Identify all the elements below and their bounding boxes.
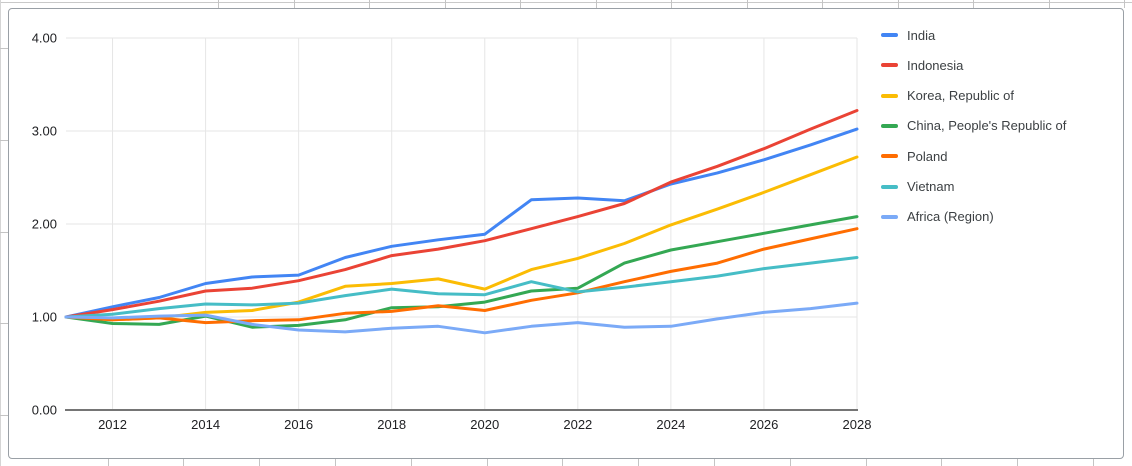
x-axis-tick-label: 2028 xyxy=(843,417,872,432)
legend-item-poland: Poland xyxy=(881,146,947,166)
sheet-tick xyxy=(789,458,791,466)
legend-label-vietnam: Vietnam xyxy=(907,179,955,194)
x-axis-tick-label: 2024 xyxy=(656,417,685,432)
legend-item-indonesia: Indonesia xyxy=(881,55,963,75)
chart-frame[interactable] xyxy=(8,8,1124,459)
legend-swatch-poland xyxy=(881,154,898,159)
y-axis-tick-label: 1.00 xyxy=(32,310,57,325)
sheet-tick xyxy=(973,0,974,8)
sheet-tick xyxy=(520,0,521,8)
y-axis-tick-label: 4.00 xyxy=(32,31,57,46)
legend-swatch-china-people-s-republic-of xyxy=(881,123,898,128)
sheet-tick xyxy=(293,0,295,8)
sheet-tick xyxy=(0,415,8,417)
series-line-china-people-s-republic-of xyxy=(64,215,859,329)
sheet-tick xyxy=(897,0,899,8)
legend-item-korea-republic-of: Korea, Republic of xyxy=(881,86,1014,106)
x-axis-tick-label: 2022 xyxy=(563,417,592,432)
sheet-tick xyxy=(595,0,597,8)
sheet-tick xyxy=(562,458,564,466)
series-line-vietnam xyxy=(64,256,859,319)
sheet-tick xyxy=(259,458,261,466)
y-axis-tick-label: 2.00 xyxy=(32,217,57,232)
x-axis-tick-label: 2020 xyxy=(470,417,499,432)
x-axis-tick-label: 2014 xyxy=(191,417,220,432)
legend-label-korea-republic-of: Korea, Republic of xyxy=(907,88,1014,104)
sheet-column-gridline xyxy=(0,0,1,466)
legend-swatch-indonesia xyxy=(881,63,898,68)
sheet-tick xyxy=(369,0,370,8)
sheet-tick xyxy=(444,0,446,8)
sheet-tick xyxy=(941,458,943,466)
legend-label-poland: Poland xyxy=(907,148,948,164)
y-axis-tick-label: 0.00 xyxy=(32,403,57,418)
sheet-tick xyxy=(0,139,8,141)
series-line-africa-region xyxy=(64,301,859,335)
sheet-tick xyxy=(713,458,715,466)
series-line-indonesia xyxy=(64,109,859,319)
legend-swatch-india xyxy=(881,33,898,37)
x-axis-tick-label: 2012 xyxy=(98,417,127,432)
sheet-row-gridline xyxy=(0,2,1132,3)
sheet-tick xyxy=(0,231,8,233)
sheet-tick xyxy=(410,458,412,466)
series-line-korea-republic-of xyxy=(64,155,859,322)
legend-item-china-people-s-republic-of: China, People's Republic of xyxy=(881,116,1066,136)
legend-swatch-korea-republic-of xyxy=(881,93,898,98)
legend-item-africa-region: Africa (Region) xyxy=(881,207,994,227)
x-axis-tick-label: 2016 xyxy=(284,417,313,432)
sheet-tick xyxy=(671,0,672,8)
sheet-tick xyxy=(486,458,488,466)
sheet-tick xyxy=(1048,0,1050,8)
sheet-tick xyxy=(107,458,109,466)
x-axis-tick-label: 2018 xyxy=(377,417,406,432)
legend-item-india: India xyxy=(881,25,935,45)
legend-label-indonesia: Indonesia xyxy=(907,57,964,73)
sheet-tick xyxy=(638,458,640,466)
sheet-tick xyxy=(183,458,185,466)
sheet-tick xyxy=(1017,458,1019,466)
x-axis-tick-label: 2026 xyxy=(749,417,778,432)
sheet-tick xyxy=(334,458,336,466)
sheet-tick xyxy=(865,458,867,466)
series-line-india xyxy=(64,127,859,319)
series-line-poland xyxy=(64,227,859,325)
legend-label-africa-region: Africa (Region) xyxy=(907,209,994,225)
legend-label-india: India xyxy=(907,27,936,43)
sheet-tick xyxy=(1092,458,1094,466)
legend-swatch-vietnam xyxy=(881,184,898,189)
sheet-tick xyxy=(0,48,8,49)
sheet-tick xyxy=(218,0,219,8)
sheet-tick xyxy=(0,323,8,325)
sheet-tick xyxy=(1124,0,1125,8)
legend-swatch-africa-region xyxy=(881,214,898,219)
legend-item-vietnam: Vietnam xyxy=(881,177,954,197)
sheet-tick xyxy=(746,0,748,8)
y-axis-tick-label: 3.00 xyxy=(32,124,57,139)
sheet-tick xyxy=(822,0,823,8)
legend-label-china-people-s-republic-of: China, People's Republic of xyxy=(907,118,1067,134)
